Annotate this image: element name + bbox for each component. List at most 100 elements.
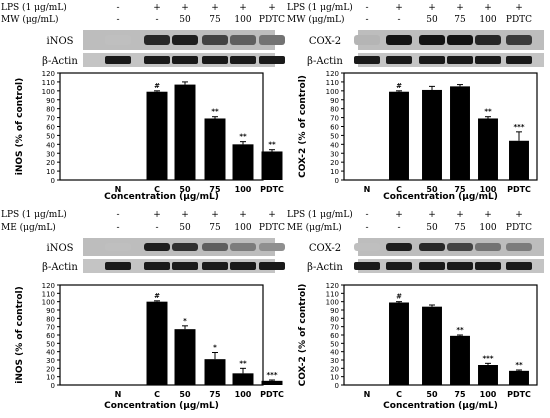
y-tick-label: 60	[330, 332, 339, 340]
treatment-label: MW (μg/mL)	[287, 14, 345, 25]
blot-band	[230, 35, 256, 45]
blot-label-actin: β-Actin	[307, 56, 343, 67]
treatment-mark: PDTC	[506, 15, 532, 25]
x-tick-label: 100	[480, 390, 497, 399]
actin-band	[447, 56, 473, 64]
significance-mark: **	[456, 326, 464, 334]
x-tick-label: C	[154, 185, 160, 194]
x-tick-label: PDTC	[260, 185, 284, 194]
y-tick-label: 90	[330, 97, 339, 105]
bar-pdtc	[261, 380, 283, 385]
treatment-mark: -	[397, 223, 400, 233]
significance-mark: #	[154, 82, 160, 90]
treatment-mark: -	[155, 15, 158, 25]
treatment-mark: +	[515, 210, 523, 220]
x-axis-label: Concentration (μg/mL)	[383, 401, 498, 411]
x-tick-label: 50	[426, 390, 438, 399]
treatment-mark: +	[515, 3, 523, 13]
actin-band	[354, 56, 380, 64]
y-tick-label: 120	[42, 282, 55, 290]
x-tick-label: C	[154, 390, 160, 399]
treatment-mark: -	[155, 223, 158, 233]
y-tick-label: 50	[46, 340, 55, 348]
x-tick-label: N	[364, 390, 371, 399]
actin-band	[144, 262, 170, 270]
y-tick-label: 50	[330, 132, 339, 140]
treatment-mark: -	[365, 3, 368, 13]
treatment-label: LPS (1 μg/mL)	[1, 2, 67, 13]
treatment-label: LPS (1 μg/mL)	[1, 209, 67, 220]
treatment-mark: +	[428, 3, 436, 13]
blot-label-protein: COX-2	[309, 243, 341, 254]
y-tick-label: 30	[46, 357, 55, 365]
blot-band	[354, 35, 380, 45]
significance-mark: **	[211, 108, 219, 116]
treatment-mark: +	[181, 3, 189, 13]
x-tick-label: 100	[480, 185, 497, 194]
panel-1: LPS (1 μg/mL) - + + + + + MW (μg/mL) - - 50 75 100 PD…	[1, 2, 285, 202]
actin-band	[506, 262, 532, 270]
y-tick-label: 90	[330, 307, 339, 315]
y-axis-label: COX-2 (% of control)	[298, 284, 308, 387]
treatment-mark: -	[116, 15, 119, 25]
significance-mark: *	[183, 317, 187, 325]
blot-label-protein: COX-2	[309, 36, 341, 47]
x-tick-label: PDTC	[507, 390, 531, 399]
blot-band	[105, 243, 131, 251]
y-tick-label: 0	[335, 382, 339, 390]
treatment-mark: 75	[454, 15, 466, 25]
y-tick-label: 120	[326, 282, 339, 290]
blot-band	[230, 243, 256, 251]
y-tick-label: 80	[46, 106, 55, 114]
y-tick-label: 60	[46, 332, 55, 340]
y-tick-label: 80	[330, 106, 339, 114]
treatment-mark: 100	[479, 15, 496, 25]
y-tick-label: 70	[330, 115, 339, 123]
bar-75	[204, 118, 226, 180]
x-tick-label: C	[396, 390, 402, 399]
y-tick-label: 10	[46, 374, 55, 382]
blot-band	[506, 35, 532, 45]
blot-label-actin: β-Actin	[307, 262, 343, 273]
y-tick-label: 40	[330, 349, 339, 357]
bar-100	[232, 373, 254, 385]
y-tick-label: 0	[335, 177, 339, 185]
y-tick-label: 50	[330, 340, 339, 348]
x-tick-label: PDTC	[260, 390, 284, 399]
bar-100	[232, 144, 254, 180]
treatment-mark: +	[181, 210, 189, 220]
blot-band	[475, 243, 501, 251]
treatment-mark: +	[428, 210, 436, 220]
treatment-mark: +	[395, 3, 403, 13]
treatment-mark: PDTC	[259, 15, 285, 25]
treatment-mark: -	[116, 223, 119, 233]
actin-band	[230, 262, 256, 270]
treatment-label: ME (μg/mL)	[1, 222, 56, 233]
y-tick-label: 20	[330, 365, 339, 373]
bar-75	[450, 335, 470, 385]
treatment-mark: 50	[179, 15, 191, 25]
bar-c	[389, 91, 409, 180]
treatment-mark: +	[484, 3, 492, 13]
x-tick-label: 75	[454, 185, 466, 194]
x-tick-label: N	[364, 185, 371, 194]
y-tick-label: 10	[330, 168, 339, 176]
x-tick-label: 50	[426, 185, 438, 194]
y-tick-label: 30	[46, 150, 55, 158]
bar-c	[146, 301, 168, 385]
treatment-mark: +	[268, 210, 276, 220]
x-tick-label: 50	[179, 185, 191, 194]
x-tick-label: 75	[209, 390, 221, 399]
actin-band	[259, 262, 285, 270]
treatment-mark: 50	[179, 223, 191, 233]
bar-c	[389, 302, 409, 385]
blot-band	[354, 243, 380, 251]
y-tick-label: 100	[42, 299, 55, 307]
x-tick-label: 50	[179, 390, 191, 399]
bar-50	[174, 84, 196, 180]
actin-band	[259, 56, 285, 64]
significance-mark: *	[213, 344, 217, 352]
blot-label-actin: β-Actin	[42, 56, 78, 67]
bar-75	[204, 359, 226, 385]
